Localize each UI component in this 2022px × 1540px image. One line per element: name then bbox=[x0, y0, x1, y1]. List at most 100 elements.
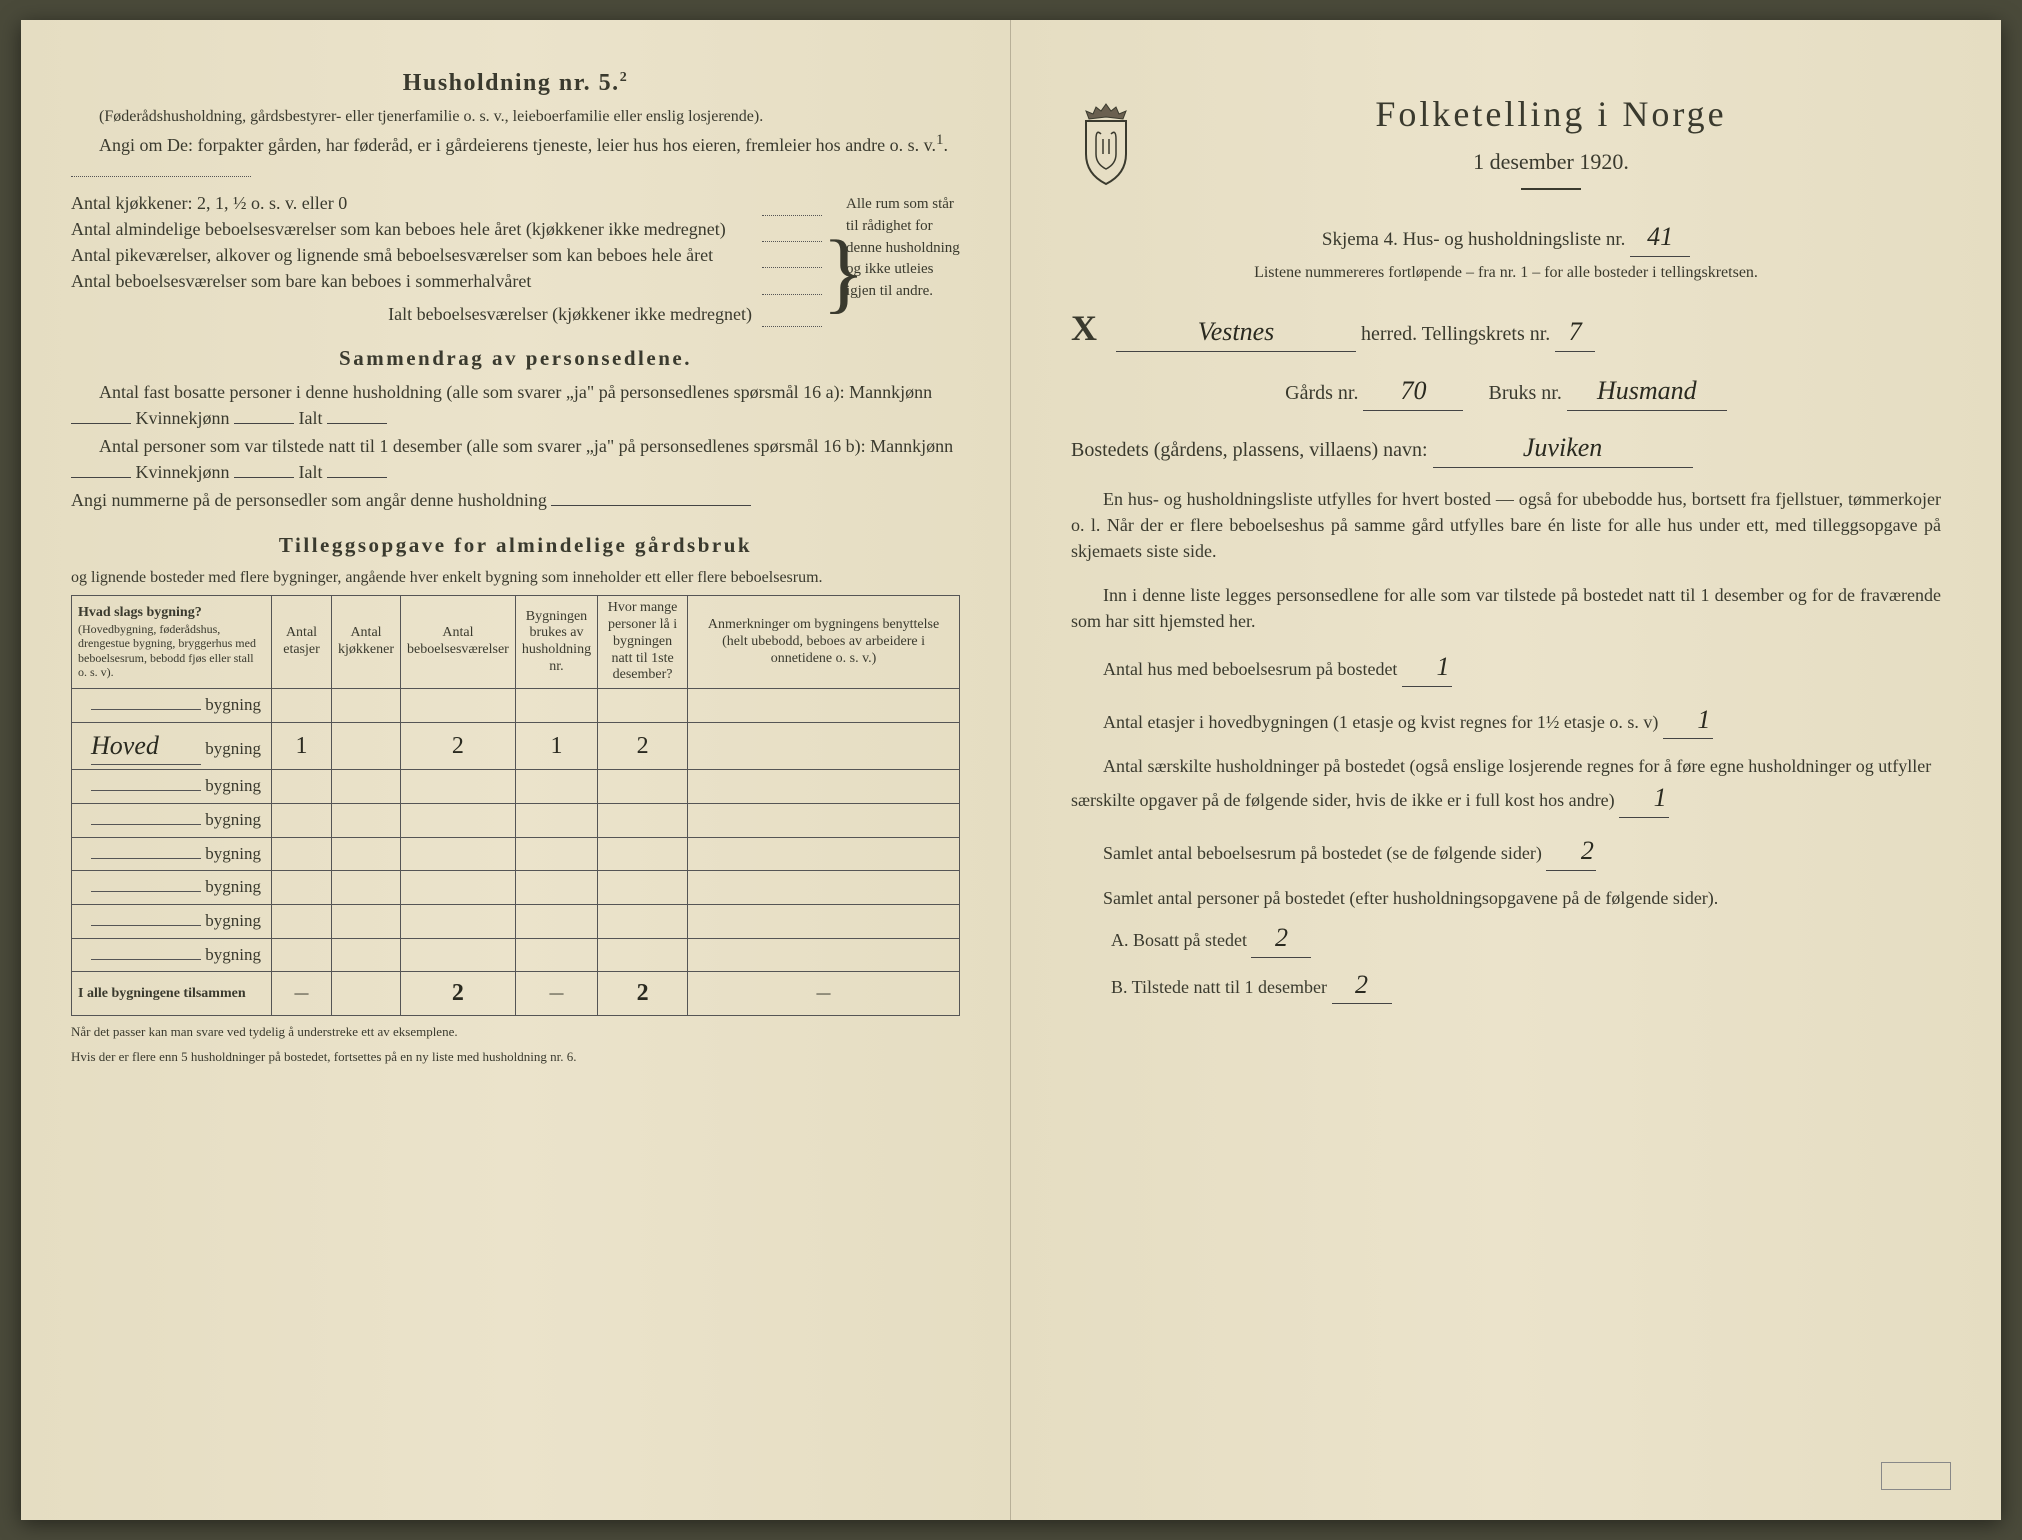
heading-text: Husholdning nr. 5. bbox=[403, 70, 620, 96]
kitchen-right-note: Alle rum som står til rådighet for denne… bbox=[840, 190, 960, 326]
skjema-line: Skjema 4. Hus- og husholdningsliste nr. … bbox=[1071, 218, 1941, 257]
sammen-p1a: Antal fast bosatte personer i denne hush… bbox=[99, 382, 932, 402]
blank bbox=[327, 423, 387, 424]
k-r2: Antal pikeværelser, alkover og lignende … bbox=[71, 242, 762, 268]
row-suffix: bygning bbox=[205, 739, 261, 758]
row-suffix: bygning bbox=[205, 877, 261, 896]
row-suffix: bygning bbox=[205, 810, 261, 829]
gard-row: Gårds nr. 70 Bruks nr. Husmand bbox=[1071, 372, 1941, 411]
row-suffix: bygning bbox=[205, 945, 261, 964]
bosted-row: Bostedets (gårdens, plassens, villaens) … bbox=[1071, 429, 1941, 468]
qB-label: B. Tilstede natt til 1 desember bbox=[1111, 977, 1327, 997]
th1-main: Hvad slags bygning? bbox=[78, 605, 202, 620]
k-r1-val bbox=[762, 216, 822, 242]
coat-of-arms-icon bbox=[1071, 99, 1141, 189]
k-head: Antal kjøkkener: 2, 1, ½ o. s. v. eller … bbox=[71, 190, 762, 216]
table-row: bygning bbox=[72, 804, 960, 838]
bruk-value: Husmand bbox=[1567, 372, 1727, 411]
blank bbox=[551, 505, 751, 506]
blank bbox=[71, 423, 131, 424]
para-angi: Angi om De: forpakter gården, har føderå… bbox=[71, 130, 960, 184]
title-date: 1 desember 1920. bbox=[1161, 146, 1941, 178]
total-v1: — bbox=[272, 972, 332, 1016]
th2: Antal etasjer bbox=[272, 596, 332, 689]
q4: Samlet antal beboelsesrum på bostedet (s… bbox=[1071, 832, 1941, 871]
bosted-value: Juviken bbox=[1433, 429, 1693, 468]
sammen-p2: Antal personer som var tilstede natt til… bbox=[71, 433, 960, 485]
x-mark: X bbox=[1071, 302, 1111, 354]
total-v5: 2 bbox=[598, 972, 688, 1016]
table-row: bygning bbox=[72, 689, 960, 723]
qB: B. Tilstede natt til 1 desember 2 bbox=[1111, 966, 1941, 1005]
sammendrag-heading: Sammendrag av personsedlene. bbox=[71, 343, 960, 373]
para2: Inn i denne liste legges personsedlene f… bbox=[1071, 582, 1941, 634]
para-foderads: (Føderådshusholdning, gårdsbestyrer- ell… bbox=[71, 105, 960, 128]
row2-pre: Hoved bbox=[91, 727, 201, 766]
blank bbox=[327, 477, 387, 478]
k-tot-val bbox=[762, 301, 822, 327]
row-suffix: bygning bbox=[205, 844, 261, 863]
total-v6: — bbox=[688, 972, 960, 1016]
sammen-p2a: Antal personer som var tilstede natt til… bbox=[99, 436, 953, 456]
row2-v1: 1 bbox=[272, 722, 332, 770]
gard-value: 70 bbox=[1363, 372, 1463, 411]
sammen-p3: Angi nummerne på de personsedler som ang… bbox=[71, 487, 960, 513]
heading-sup: 2 bbox=[620, 70, 629, 85]
para1: En hus- og husholdningsliste utfylles fo… bbox=[1071, 486, 1941, 564]
blank bbox=[234, 477, 294, 478]
th7: Anmerkninger om bygningens benyttelse (h… bbox=[688, 596, 960, 689]
sammen-p3-text: Angi nummerne på de personsedler som ang… bbox=[71, 490, 547, 510]
table-row: bygning bbox=[72, 871, 960, 905]
k-r3: Antal beboelsesværelser som bare kan beb… bbox=[71, 268, 762, 294]
q3-label: Antal særskilte husholdninger på bostede… bbox=[1071, 756, 1931, 810]
bruk-label: Bruks nr. bbox=[1488, 382, 1561, 404]
row-pre bbox=[91, 925, 201, 926]
k-tot: Ialt beboelsesværelser (kjøkkener ikke m… bbox=[71, 301, 762, 327]
skjema-label: Skjema 4. Hus- og husholdningsliste nr. bbox=[1322, 229, 1625, 250]
k-head-val bbox=[762, 190, 822, 216]
qA: A. Bosatt på stedet 2 bbox=[1111, 919, 1941, 958]
title-row: Folketelling i Norge 1 desember 1920. bbox=[1071, 88, 1941, 200]
husholdning-heading: Husholdning nr. 5.2 bbox=[71, 66, 960, 101]
kitchen-left: Antal kjøkkener: 2, 1, ½ o. s. v. eller … bbox=[71, 190, 822, 326]
total-v3: 2 bbox=[400, 972, 515, 1016]
q2-label: Antal etasjer i hovedbygningen (1 etasje… bbox=[1103, 712, 1658, 732]
th1-sub: (Hovedbygning, føderådshus, drengestue b… bbox=[78, 622, 265, 680]
row-suffix: bygning bbox=[205, 911, 261, 930]
qB-value: 2 bbox=[1332, 966, 1392, 1005]
table-total-row: I alle bygningene tilsammen — 2 — 2 — bbox=[72, 972, 960, 1016]
bygning-table: Hvad slags bygning? (Hovedbygning, føder… bbox=[71, 595, 960, 1016]
sammen-p1c: Ialt bbox=[299, 408, 323, 428]
krets-value: 7 bbox=[1555, 313, 1595, 352]
q3-value: 1 bbox=[1619, 779, 1669, 818]
footnote-2: Hvis der er flere enn 5 husholdninger på… bbox=[71, 1049, 960, 1066]
total-v4: — bbox=[515, 972, 597, 1016]
table-row: bygning bbox=[72, 905, 960, 939]
row2-v3: 2 bbox=[400, 722, 515, 770]
document-spread: Husholdning nr. 5.2 (Føderådshusholdning… bbox=[21, 20, 2001, 1520]
q1-label: Antal hus med beboelsesrum på bostedet bbox=[1103, 659, 1397, 679]
q4-label: Samlet antal beboelsesrum på bostedet (s… bbox=[1103, 843, 1542, 863]
table-row: bygning bbox=[72, 938, 960, 972]
row-suffix: bygning bbox=[205, 776, 261, 795]
row-pre bbox=[91, 790, 201, 791]
row-pre bbox=[91, 891, 201, 892]
q2-value: 1 bbox=[1663, 701, 1713, 740]
q4-value: 2 bbox=[1546, 832, 1596, 871]
left-page: Husholdning nr. 5.2 (Føderådshusholdning… bbox=[21, 20, 1011, 1520]
q1: Antal hus med beboelsesrum på bostedet 1 bbox=[1071, 648, 1941, 687]
row2-v5: 2 bbox=[598, 722, 688, 770]
row-pre bbox=[91, 858, 201, 859]
th5: Bygningen brukes av husholdning nr. bbox=[515, 596, 597, 689]
printer-stamp bbox=[1881, 1462, 1951, 1490]
sammen-p2b: Kvinnekjønn bbox=[136, 462, 230, 482]
sammen-p1b: Kvinnekjønn bbox=[136, 408, 230, 428]
tillegg-heading: Tilleggsopgave for almindelige gårdsbruk bbox=[71, 530, 960, 560]
table-row: bygning bbox=[72, 770, 960, 804]
row-suffix: bygning bbox=[205, 695, 261, 714]
row-pre bbox=[91, 959, 201, 960]
q3: Antal særskilte husholdninger på bostede… bbox=[1071, 753, 1941, 818]
listene-note: Listene nummereres fortløpende – fra nr.… bbox=[1071, 261, 1941, 284]
k-r2-val bbox=[762, 242, 822, 268]
q5: Samlet antal personer på bostedet (efter… bbox=[1071, 885, 1941, 911]
